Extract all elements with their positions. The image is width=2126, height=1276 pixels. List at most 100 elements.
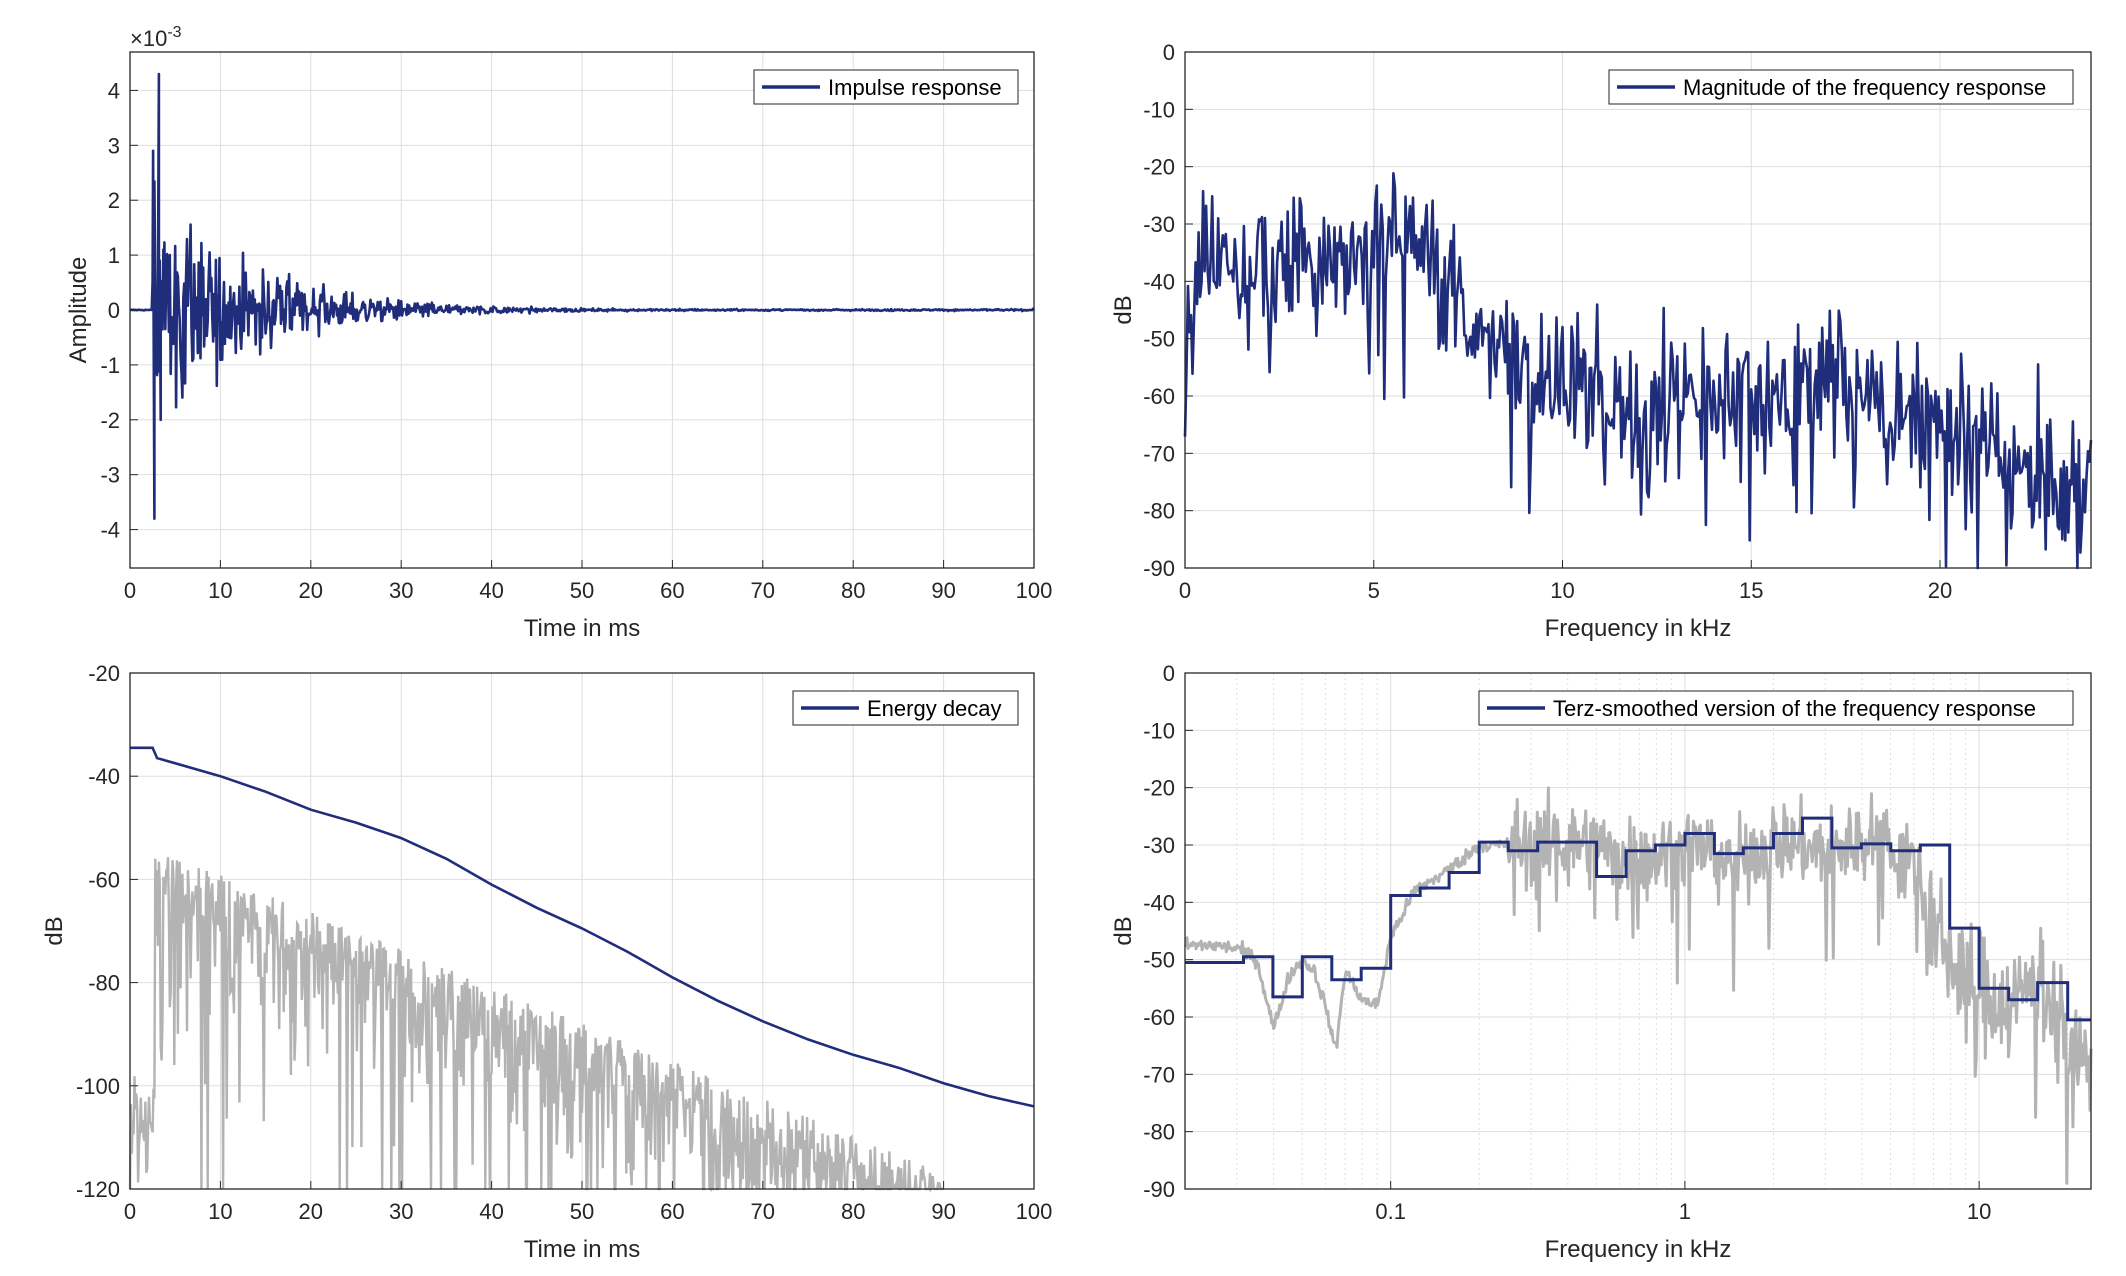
terz-xlabel: Frequency in kHz bbox=[1545, 1236, 1732, 1263]
energy-decay-line bbox=[130, 746, 1035, 1108]
decay-xtick-label: 30 bbox=[389, 1199, 413, 1224]
magnitude-series-layer bbox=[1183, 172, 2093, 570]
impulse-xtick-label: 20 bbox=[299, 578, 323, 603]
impulse-legend-label: Impulse response bbox=[828, 75, 1002, 100]
terz-xtick-label: 1 bbox=[1679, 1199, 1691, 1224]
magnitude-ytick-label: -20 bbox=[1143, 155, 1175, 180]
decay-series-layer bbox=[130, 746, 1035, 1108]
impulse-xtick-label: 30 bbox=[389, 578, 413, 603]
terz-reference-line bbox=[1183, 786, 2093, 1185]
impulse-series-layer bbox=[129, 72, 1036, 520]
decay-xtick-label: 60 bbox=[660, 1199, 684, 1224]
decay-xtick-label: 80 bbox=[841, 1199, 865, 1224]
impulse-ytick-label: 1 bbox=[108, 243, 120, 268]
decay-xtick-label: 20 bbox=[299, 1199, 323, 1224]
magnitude-axes-box bbox=[1184, 51, 2092, 569]
magnitude-xtick-label: 20 bbox=[1928, 578, 1952, 603]
terz-legend-box bbox=[1478, 690, 2074, 726]
terz-smoothed-line bbox=[1185, 816, 2091, 1022]
magnitude-ytick-label: -30 bbox=[1143, 212, 1175, 237]
decay-xtick-label: 50 bbox=[570, 1199, 594, 1224]
terz-series-layer bbox=[1185, 816, 2091, 1022]
terz-grid bbox=[1185, 672, 2091, 1190]
impulse-xtick-label: 70 bbox=[751, 578, 775, 603]
magnitude-ytick-label: -70 bbox=[1143, 441, 1175, 466]
decay-ytick-label: -40 bbox=[88, 764, 120, 789]
magnitude-xtick-label: 5 bbox=[1368, 578, 1380, 603]
impulse-xtick-label: 50 bbox=[570, 578, 594, 603]
terz-xticks: 0.1 1 10 bbox=[1375, 1181, 1991, 1224]
magnitude-plot-area bbox=[1185, 52, 2091, 568]
magnitude-xtick-label: 15 bbox=[1739, 578, 1763, 603]
terz-axes-box bbox=[1184, 672, 2092, 1190]
magnitude-xtick-label: 10 bbox=[1550, 578, 1574, 603]
magnitude-ylabel: dB bbox=[1110, 295, 1137, 324]
impulse-ytick-label: -3 bbox=[100, 463, 120, 488]
magnitude-yticks: 0 -10 -20 -30 -40 -50 -60 -70 -80 -90 bbox=[1143, 40, 1193, 581]
terz-yticks: 0 -10 -20 -30 -40 -50 -60 -70 -80 -90 bbox=[1143, 661, 1193, 1202]
impulse-response-panel: 0 10 20 30 40 50 60 70 80 90 100 -4 -3 -2 -1 0 1 2 3 4 ×10… bbox=[65, 24, 1052, 642]
decay-ytick-label: -120 bbox=[76, 1177, 120, 1202]
magnitude-ytick-label: -40 bbox=[1143, 269, 1175, 294]
decay-reference-layer bbox=[128, 857, 944, 1193]
terz-ytick-label: -60 bbox=[1143, 1005, 1175, 1030]
terz-legend: Terz-smoothed version of the frequency r… bbox=[1478, 690, 2074, 726]
terz-xtick-label: 10 bbox=[1967, 1199, 1991, 1224]
terz-ytick-label: -30 bbox=[1143, 833, 1175, 858]
terz-reference-layer bbox=[1183, 786, 2093, 1185]
terz-ytick-label: -50 bbox=[1143, 948, 1175, 973]
magnitude-ytick-label: -80 bbox=[1143, 499, 1175, 524]
decay-ytick-label: -100 bbox=[76, 1074, 120, 1099]
magnitude-ytick-label: -60 bbox=[1143, 384, 1175, 409]
impulse-ylabel: Amplitude bbox=[65, 257, 92, 364]
terz-ytick-label: -90 bbox=[1143, 1177, 1175, 1202]
terz-xtick-label: 0.1 bbox=[1375, 1199, 1406, 1224]
terz-ytick-label: -70 bbox=[1143, 1062, 1175, 1087]
impulse-response-line bbox=[129, 72, 1036, 520]
impulse-ytick-label: -4 bbox=[100, 518, 120, 543]
energy-decay-panel: 0 10 20 30 40 50 60 70 80 90 100 -20-40-60-80-100-… bbox=[41, 661, 1052, 1263]
decay-ytick-label: -60 bbox=[88, 867, 120, 892]
decay-xtick-label: 100 bbox=[1016, 1199, 1053, 1224]
magnitude-ytick-label: -90 bbox=[1143, 556, 1175, 581]
terz-legend-label: Terz-smoothed version of the frequency r… bbox=[1553, 696, 2036, 721]
decay-xtick-label: 70 bbox=[751, 1199, 775, 1224]
decay-yticks: -20 -40 -60 -80 -100 -120 bbox=[76, 661, 138, 1202]
impulse-legend: Impulse response bbox=[753, 69, 1019, 105]
magnitude-panel: 0 5 10 15 20 0 -10 -20 -30 -40 -50 -60 -70 -80 -90 Fr… bbox=[1110, 40, 2093, 642]
decay-xtick-label: 0 bbox=[124, 1199, 136, 1224]
magnitude-ytick-label: -50 bbox=[1143, 327, 1175, 352]
impulse-exponent-label: ×10-3 bbox=[130, 24, 182, 51]
impulse-xtick-label: 0 bbox=[124, 578, 136, 603]
impulse-ytick-label: 4 bbox=[108, 78, 120, 103]
impulse-xtick-label: 100 bbox=[1016, 578, 1053, 603]
decay-ylabel: dB bbox=[41, 916, 68, 945]
magnitude-legend-box bbox=[1608, 69, 2074, 105]
decay-xticks: 0 10 20 30 40 50 60 70 80 90 100 bbox=[124, 1181, 1052, 1224]
impulse-ytick-label: 0 bbox=[108, 298, 120, 323]
impulse-xtick-label: 10 bbox=[208, 578, 232, 603]
magnitude-xtick-label: 0 bbox=[1179, 578, 1191, 603]
impulse-ytick-label: 3 bbox=[108, 133, 120, 158]
terz-ytick-label: -80 bbox=[1143, 1120, 1175, 1145]
magnitude-line bbox=[1183, 172, 2093, 570]
impulse-ytick-label: -1 bbox=[100, 353, 120, 378]
magnitude-xticks: 0 5 10 15 20 bbox=[1179, 560, 1952, 603]
decay-legend-box bbox=[792, 690, 1019, 726]
impulse-ytick-label: -2 bbox=[100, 408, 120, 433]
decay-legend-label: Energy decay bbox=[867, 696, 1002, 721]
magnitude-ytick-label: 0 bbox=[1163, 40, 1175, 65]
decay-legend: Energy decay bbox=[792, 690, 1019, 726]
decay-ytick-label: -80 bbox=[88, 971, 120, 996]
decay-reference-line bbox=[128, 857, 944, 1193]
terz-ylabel: dB bbox=[1110, 916, 1137, 945]
impulse-xtick-label: 60 bbox=[660, 578, 684, 603]
terz-ytick-label: -20 bbox=[1143, 776, 1175, 801]
impulse-xlabel: Time in ms bbox=[524, 615, 640, 642]
decay-xlabel: Time in ms bbox=[524, 1236, 640, 1263]
terz-ytick-label: -40 bbox=[1143, 890, 1175, 915]
impulse-xtick-label: 80 bbox=[841, 578, 865, 603]
decay-xtick-label: 10 bbox=[208, 1199, 232, 1224]
magnitude-ytick-label: -10 bbox=[1143, 97, 1175, 122]
